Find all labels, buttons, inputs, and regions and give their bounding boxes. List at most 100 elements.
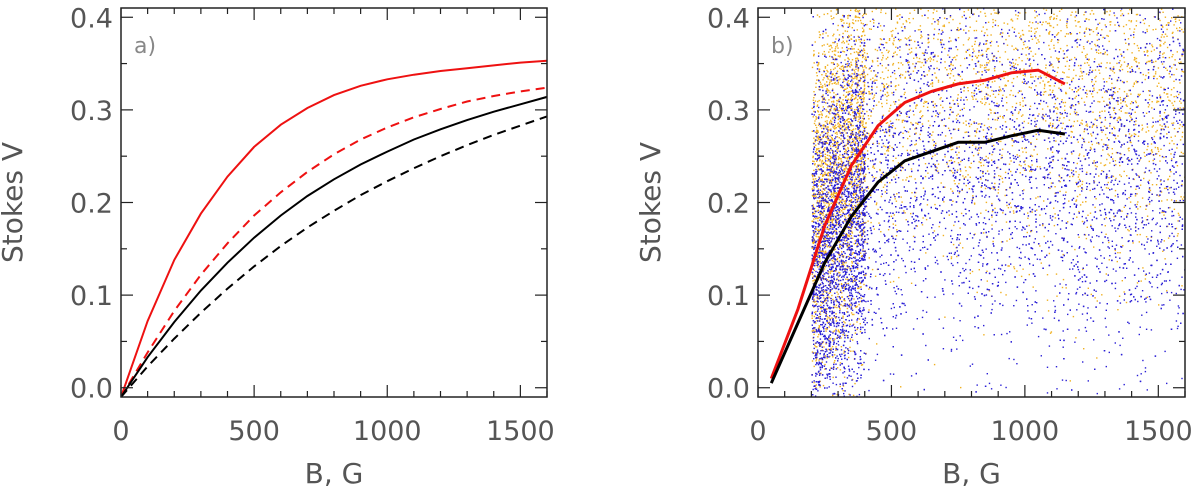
scatter-point (849, 269, 851, 271)
scatter-point (817, 266, 819, 268)
scatter-point (847, 70, 849, 72)
scatter-point (816, 152, 818, 154)
scatter-point (1124, 97, 1127, 99)
scatter-point (1013, 65, 1015, 67)
scatter-point (1123, 90, 1126, 93)
scatter-point (1050, 148, 1052, 150)
scatter-point (850, 350, 852, 352)
scatter-point (829, 81, 831, 83)
scatter-point (831, 221, 833, 223)
scatter-point (855, 97, 857, 99)
scatter-point (1065, 33, 1068, 35)
scatter-point (1048, 32, 1050, 34)
scatter-point (1142, 267, 1144, 269)
scatter-point (823, 268, 826, 270)
scatter-point (824, 238, 826, 240)
scatter-point (1075, 337, 1077, 339)
scatter-point (896, 54, 898, 56)
scatter-point (843, 42, 845, 44)
scatter-point (824, 204, 826, 206)
scatter-point (836, 174, 838, 176)
scatter-point (817, 209, 819, 211)
scatter-point (862, 120, 864, 122)
scatter-point (812, 155, 814, 158)
scatter-point (840, 20, 843, 22)
scatter-point (1076, 195, 1079, 198)
scatter-point (1069, 175, 1071, 178)
scatter-point (818, 99, 820, 102)
scatter-point (881, 64, 883, 67)
scatter-point (1157, 67, 1160, 69)
scatter-point (877, 64, 879, 67)
scatter-point (842, 37, 844, 39)
scatter-point (973, 50, 975, 52)
scatter-point (832, 169, 835, 172)
scatter-point (1070, 33, 1072, 35)
scatter-point (1079, 26, 1081, 28)
scatter-point (853, 279, 855, 282)
scatter-point (851, 208, 854, 211)
scatter-point (957, 37, 960, 39)
scatter-point (867, 85, 869, 88)
scatter-point (847, 91, 850, 93)
y-tick-label: 0.2 (70, 189, 113, 220)
scatter-point (1081, 183, 1083, 186)
scatter-point (818, 206, 820, 209)
scatter-point (901, 121, 904, 123)
scatter-point (1007, 265, 1009, 267)
scatter-point (1031, 211, 1033, 213)
scatter-point (862, 132, 864, 134)
scatter-point (839, 224, 841, 226)
scatter-point (968, 166, 971, 168)
scatter-point (820, 196, 823, 198)
scatter-point (1173, 80, 1175, 82)
scatter-point (846, 170, 848, 173)
scatter-point (959, 81, 961, 83)
scatter-point (971, 144, 974, 146)
scatter-point (811, 273, 813, 275)
scatter-point (1161, 211, 1163, 214)
scatter-point (837, 162, 840, 164)
scatter-point (1106, 11, 1108, 13)
y-tick-label: 0.0 (70, 374, 113, 405)
scatter-point (828, 321, 830, 323)
scatter-point (813, 187, 815, 189)
scatter-point (845, 91, 848, 93)
scatter-point (826, 122, 828, 124)
scatter-point (990, 187, 993, 189)
scatter-point (1071, 89, 1073, 91)
scatter-point (954, 79, 956, 81)
scatter-point (999, 115, 1001, 118)
scatter-point (888, 124, 890, 127)
scatter-point (1078, 154, 1080, 157)
scatter-point (1035, 85, 1037, 87)
scatter-point (817, 336, 819, 338)
scatter-point (1111, 152, 1114, 155)
scatter-point (1021, 136, 1023, 139)
scatter-point (1038, 41, 1040, 43)
scatter-point (1159, 52, 1161, 54)
scatter-point (1123, 291, 1125, 293)
scatter-point (919, 25, 922, 27)
scatter-point (975, 98, 977, 100)
scatter-point (843, 243, 845, 245)
scatter-point (934, 103, 936, 105)
scatter-point (1163, 187, 1166, 190)
scatter-point (1034, 28, 1036, 30)
scatter-point (1098, 175, 1100, 177)
scatter-point (1137, 93, 1140, 96)
scatter-point (1049, 24, 1051, 27)
scatter-point (1092, 96, 1094, 98)
scatter-point (848, 22, 851, 25)
scatter-point (837, 118, 840, 121)
scatter-point (845, 126, 848, 129)
scatter-point (1084, 234, 1087, 236)
scatter-point (1009, 128, 1011, 130)
scatter-point (943, 201, 945, 203)
scatter-point (947, 54, 949, 56)
scatter-point (887, 149, 889, 151)
scatter-point (1120, 99, 1122, 101)
scatter-point (1045, 21, 1047, 23)
scatter-point (843, 168, 845, 170)
scatter-point (835, 108, 838, 110)
